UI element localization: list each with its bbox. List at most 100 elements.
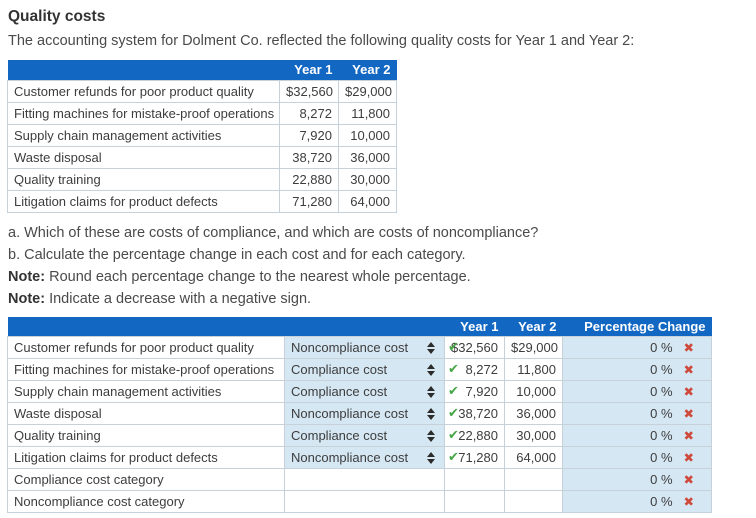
incorrect-x-icon: ✖ [683, 472, 694, 487]
table-row: Litigation claims for product defects 71… [7, 189, 397, 213]
year1-value: 38,720 [458, 406, 498, 421]
dropdown-updown-icon [427, 341, 435, 354]
percentage-value: 0 % [650, 428, 673, 443]
item-label: Customer refunds for poor product qualit… [7, 336, 285, 359]
category-dropdown[interactable]: Compliance cost [284, 358, 445, 381]
category-dropdown[interactable]: Noncompliance cost [284, 336, 445, 359]
percentage-value: 0 % [650, 494, 673, 509]
item-label: Noncompliance cost category [7, 490, 285, 513]
category-dropdown-value: Noncompliance cost [291, 340, 409, 355]
table-row: Supply chain management activities 7,920… [7, 123, 397, 147]
category-dropdown[interactable]: Noncompliance cost [284, 446, 445, 469]
category-dropdown[interactable]: Compliance cost [284, 424, 445, 447]
page-title: Quality costs [8, 8, 106, 25]
year1-value: 8,272 [465, 362, 498, 377]
correct-check-icon: ✔ [448, 361, 459, 377]
item-label: Quality training [7, 167, 280, 191]
year1-value: $32,560 [451, 340, 498, 355]
year1-input-cell[interactable]: ✔ 7,920 [444, 380, 505, 403]
year1-value: 71,280 [279, 189, 339, 213]
empty-cell [504, 468, 563, 491]
item-label: Customer refunds for poor product qualit… [7, 79, 280, 103]
percentage-value: 0 % [650, 406, 673, 421]
incorrect-x-icon: ✖ [683, 494, 694, 509]
item-label: Waste disposal [7, 402, 285, 425]
category-dropdown-value: Compliance cost [291, 384, 388, 399]
question-b: b. Calculate the percentage change in ea… [8, 246, 466, 263]
year1-value: 7,920 [279, 123, 339, 147]
dropdown-updown-icon [427, 363, 435, 376]
item-label: Litigation claims for product defects [7, 446, 285, 469]
percentage-input-cell[interactable]: 0 % ✖ [562, 468, 712, 491]
year1-input-cell[interactable]: ✔ 71,280 [444, 446, 505, 469]
table-row: Noncompliance cost category 0 % ✖ [7, 490, 712, 513]
item-label: Fitting machines for mistake-proof opera… [7, 358, 285, 381]
incorrect-x-icon: ✖ [683, 384, 694, 399]
answer-table: Year 1 Year 2 Percentage Change Customer… [7, 316, 712, 513]
percentage-value: 0 % [650, 450, 673, 465]
year2-value: $29,000 [338, 79, 397, 103]
table-row: Supply chain management activities Compl… [7, 380, 712, 403]
year1-value: 7,920 [465, 384, 498, 399]
year2-value: 30,000 [504, 424, 563, 447]
intro-text: The accounting system for Dolment Co. re… [8, 33, 635, 49]
category-dropdown-value: Compliance cost [291, 428, 388, 443]
category-dropdown[interactable]: Compliance cost [284, 380, 445, 403]
year2-value: 30,000 [338, 167, 397, 191]
table2-year1-header: Year 1 [444, 316, 505, 337]
percentage-value: 0 % [650, 340, 673, 355]
table-row: Fitting machines for mistake-proof opera… [7, 101, 397, 125]
dropdown-updown-icon [427, 451, 435, 464]
table-row: Waste disposal Noncompliance cost ✔ 38,72… [7, 402, 712, 425]
percentage-input-cell[interactable]: 0 % ✖ [562, 402, 712, 425]
item-label: Compliance cost category [7, 468, 285, 491]
empty-cell [284, 490, 445, 513]
table1-item-header [7, 60, 280, 80]
quality-costs-given-table: Year 1 Year 2 Customer refunds for poor … [7, 60, 397, 213]
instructions-block: a. Which of these are costs of complianc… [8, 225, 756, 307]
empty-cell [444, 468, 505, 491]
year2-value: 11,800 [504, 358, 563, 381]
incorrect-x-icon: ✖ [683, 340, 694, 355]
item-label: Waste disposal [7, 145, 280, 169]
note-label: Note: [8, 268, 46, 285]
percentage-input-cell[interactable]: 0 % ✖ [562, 336, 712, 359]
table2-category-header [284, 316, 445, 337]
year1-value: 22,880 [458, 428, 498, 443]
category-dropdown-value: Compliance cost [291, 362, 388, 377]
category-dropdown[interactable]: Noncompliance cost [284, 402, 445, 425]
year1-input-cell[interactable]: ✔ 8,272 [444, 358, 505, 381]
dropdown-updown-icon [427, 429, 435, 442]
dropdown-updown-icon [427, 385, 435, 398]
table-row: Waste disposal 38,720 36,000 [7, 145, 397, 169]
correct-check-icon: ✔ [448, 405, 459, 421]
year1-input-cell[interactable]: ✔ 38,720 [444, 402, 505, 425]
empty-cell [444, 490, 505, 513]
year2-value: 64,000 [338, 189, 397, 213]
incorrect-x-icon: ✖ [683, 450, 694, 465]
percentage-input-cell[interactable]: 0 % ✖ [562, 424, 712, 447]
question-a: a. Which of these are costs of complianc… [8, 224, 539, 241]
item-label: Quality training [7, 424, 285, 447]
percentage-input-cell[interactable]: 0 % ✖ [562, 358, 712, 381]
empty-cell [284, 468, 445, 491]
note-text: Round each percentage change to the near… [49, 268, 471, 285]
table-row: Litigation claims for product defects No… [7, 446, 712, 469]
year1-input-cell[interactable]: ✔ $32,560 [444, 336, 505, 359]
table-row: Customer refunds for poor product qualit… [7, 79, 397, 103]
category-dropdown-value: Noncompliance cost [291, 406, 409, 421]
note-text: Indicate a decrease with a negative sign… [49, 290, 312, 307]
percentage-input-cell[interactable]: 0 % ✖ [562, 380, 712, 403]
correct-check-icon: ✔ [448, 339, 459, 355]
percentage-input-cell[interactable]: 0 % ✖ [562, 446, 712, 469]
year2-value: 10,000 [338, 123, 397, 147]
table1-year1-header: Year 1 [279, 60, 339, 80]
year1-value: $32,560 [279, 79, 339, 103]
percentage-input-cell[interactable]: 0 % ✖ [562, 490, 712, 513]
table2-item-header [7, 316, 285, 337]
year1-input-cell[interactable]: ✔ 22,880 [444, 424, 505, 447]
note-negative: Note: Indicate a decrease with a negativ… [8, 291, 756, 307]
table-row: Quality training Compliance cost ✔ 22,880… [7, 424, 712, 447]
table-row: Compliance cost category 0 % ✖ [7, 468, 712, 491]
